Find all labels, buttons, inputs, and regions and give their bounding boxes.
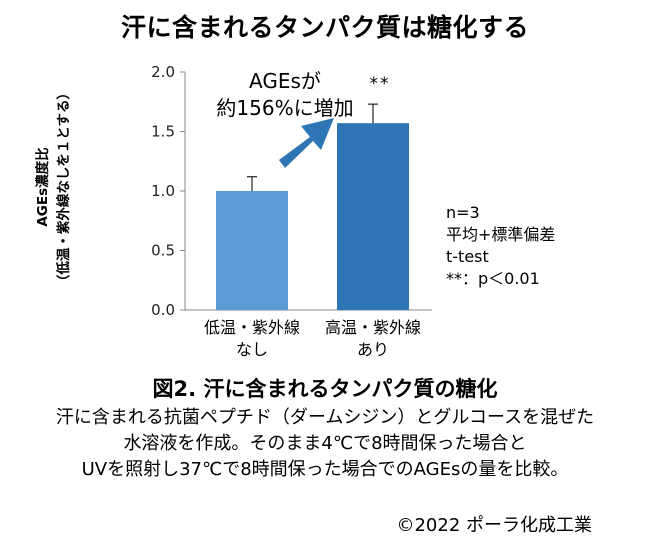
stats-line: 平均+標準偏差 bbox=[446, 225, 556, 244]
figure-caption-title: 図2. 汗に含まれるタンパク質の糖化 bbox=[152, 377, 498, 401]
chart-title: 汗に含まれるタンパク質は糖化する bbox=[120, 13, 529, 42]
bar bbox=[337, 123, 409, 310]
y-tick-label: 0.0 bbox=[151, 301, 175, 319]
figure-description: 汗に含まれる抗菌ペプチド（ダームシジン）とグルコースを混ぜた 水溶液を作成。その… bbox=[0, 405, 650, 483]
description-line: UVを照射し37℃で8時間保った場合でのAGEsの量を比較。 bbox=[81, 459, 569, 480]
stats-line: **：p＜0.01 bbox=[446, 269, 540, 288]
stats-line: t-test bbox=[446, 247, 489, 266]
x-tick-label: 低温・紫外線 bbox=[204, 318, 300, 337]
annotation-line: 約156%に増加 bbox=[216, 96, 354, 120]
description-line: 水溶液を作成。そのまま4℃で8時間保った場合と bbox=[123, 433, 527, 454]
error-bars bbox=[247, 103, 378, 191]
y-tick-label: 1.5 bbox=[151, 123, 175, 141]
stats-line: n=3 bbox=[446, 203, 480, 222]
y-axis-ticks: 0.0 0.5 1.0 1.5 2.0 bbox=[151, 63, 185, 319]
annotation-line: AGEsが bbox=[249, 69, 321, 93]
y-axis-label-line: AGEs濃度比 bbox=[35, 147, 51, 227]
y-tick-label: 2.0 bbox=[151, 63, 175, 81]
x-tick-label: なし bbox=[236, 340, 268, 359]
y-axis-label-line: （低温・紫外線なしを１とする） bbox=[56, 85, 72, 289]
significance-marker: ** bbox=[369, 74, 391, 94]
x-tick-label: あり bbox=[357, 340, 389, 359]
bars bbox=[216, 123, 409, 310]
description-line: 汗に含まれる抗菌ペプチド（ダームシジン）とグルコースを混ぜた bbox=[55, 407, 595, 428]
increase-annotation: AGEsが 約156%に増加 bbox=[185, 68, 385, 122]
bar bbox=[216, 191, 288, 310]
y-tick-label: 0.5 bbox=[151, 242, 175, 260]
x-tick-label: 高温・紫外線 bbox=[325, 318, 421, 337]
y-tick-label: 1.0 bbox=[151, 182, 175, 200]
increase-arrow bbox=[279, 118, 334, 168]
y-axis-label: AGEs濃度比 （低温・紫外線なしを１とする） bbox=[33, 57, 75, 317]
copyright-notice: ©2022 ポーラ化成工業 bbox=[396, 515, 592, 536]
stats-notes: n=3 平均+標準偏差 t-test **：p＜0.01 bbox=[446, 202, 555, 290]
